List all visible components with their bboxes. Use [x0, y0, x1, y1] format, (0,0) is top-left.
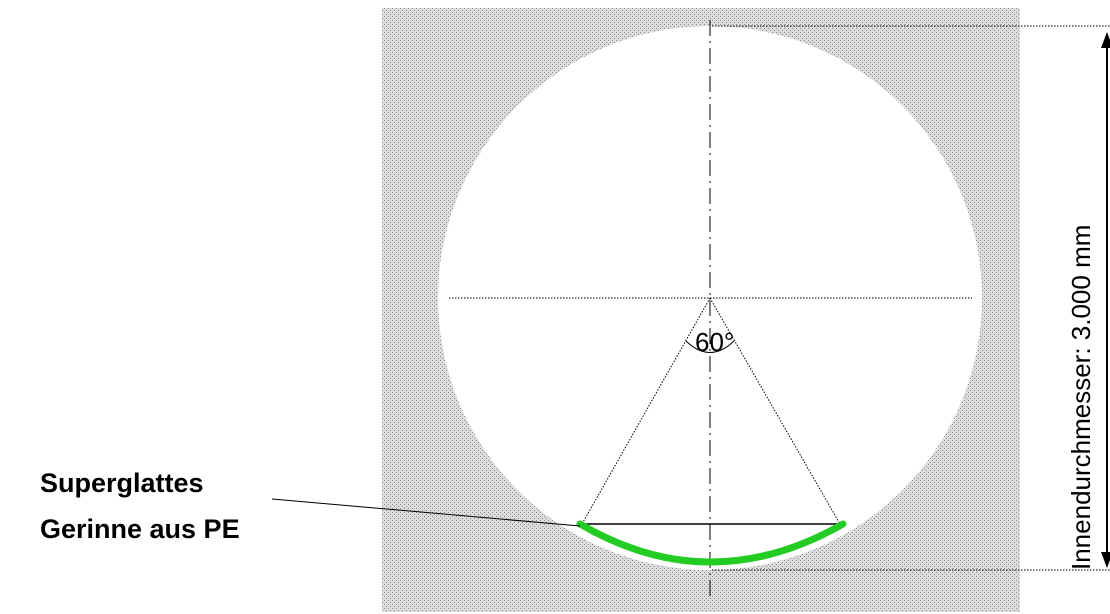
- angle-label: 60°: [695, 327, 734, 357]
- dimension-arrowhead-top-icon: [1101, 32, 1110, 48]
- dimension-arrowhead-bottom-icon: [1101, 552, 1110, 568]
- angle-arc: [685, 340, 735, 353]
- pe-channel-arc: [576, 520, 847, 566]
- channel-label-line-2: Gerinne aus PE: [40, 514, 240, 544]
- inner-diameter-label: Innendurchmesser: 3.000 mm: [1066, 225, 1096, 570]
- angle-leg-left: [581, 297, 711, 525]
- angle-leg-right: [709, 297, 841, 525]
- label-leader-line: [271, 498, 581, 527]
- channel-label-line-1: Superglattes: [40, 468, 204, 498]
